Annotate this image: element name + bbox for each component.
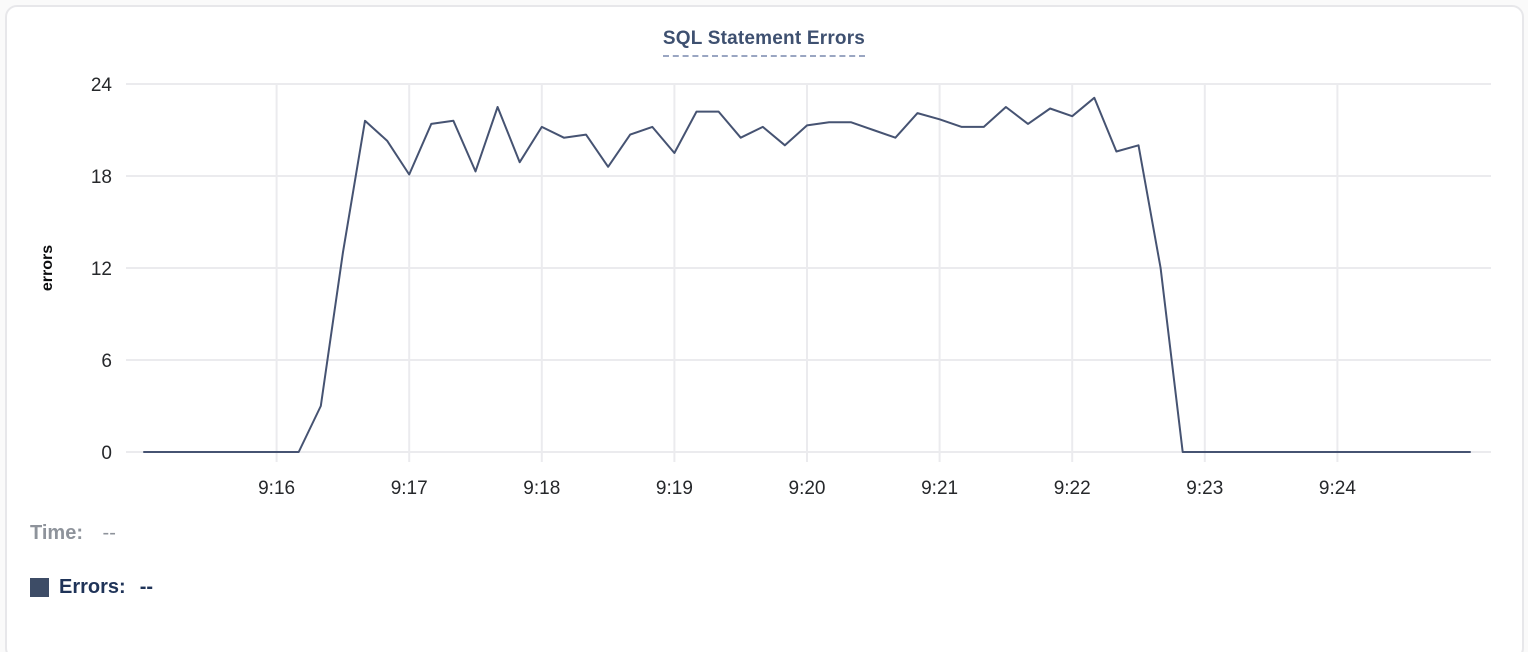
- sql-statement-errors-chart[interactable]: 0 6 12 18 24 9:16 9:17 9:18 9:19 9:20 9:21 9:22 9:23…: [0, 0, 1528, 512]
- x-tick-label: 9:23: [1186, 478, 1223, 499]
- x-tick-label: 9:18: [523, 478, 560, 499]
- x-tick-label: 9:17: [391, 478, 428, 499]
- errors-series-line: [143, 96, 1471, 453]
- chart-title-wrap: SQL Statement Errors: [0, 28, 1528, 57]
- chart-title[interactable]: SQL Statement Errors: [662, 28, 866, 57]
- x-tick-label: 9:21: [921, 478, 958, 499]
- y-tick-label: 24: [91, 75, 113, 96]
- errors-series-swatch-icon: [30, 578, 49, 597]
- x-tick-label: 9:19: [656, 478, 693, 499]
- legend-errors-row: Errors: --: [30, 576, 153, 599]
- tooltip-time-row: Time: --: [30, 522, 116, 545]
- legend-errors-label: Errors:: [59, 576, 126, 598]
- chart-card: [5, 5, 1524, 652]
- y-tick-label: 0: [101, 443, 112, 464]
- legend-errors-value: --: [139, 576, 154, 598]
- tooltip-time-label: Time:: [30, 522, 83, 544]
- x-tick-label: 9:20: [789, 478, 826, 499]
- x-tick-label: 9:22: [1054, 478, 1091, 499]
- y-axis-label: errors: [39, 245, 56, 291]
- y-tick-label: 6: [101, 351, 112, 372]
- x-tick-label: 9:16: [258, 478, 295, 499]
- y-tick-label: 18: [91, 167, 112, 188]
- tooltip-time-value: --: [102, 522, 116, 544]
- y-tick-label: 12: [91, 259, 112, 280]
- x-tick-label: 9:24: [1319, 478, 1356, 499]
